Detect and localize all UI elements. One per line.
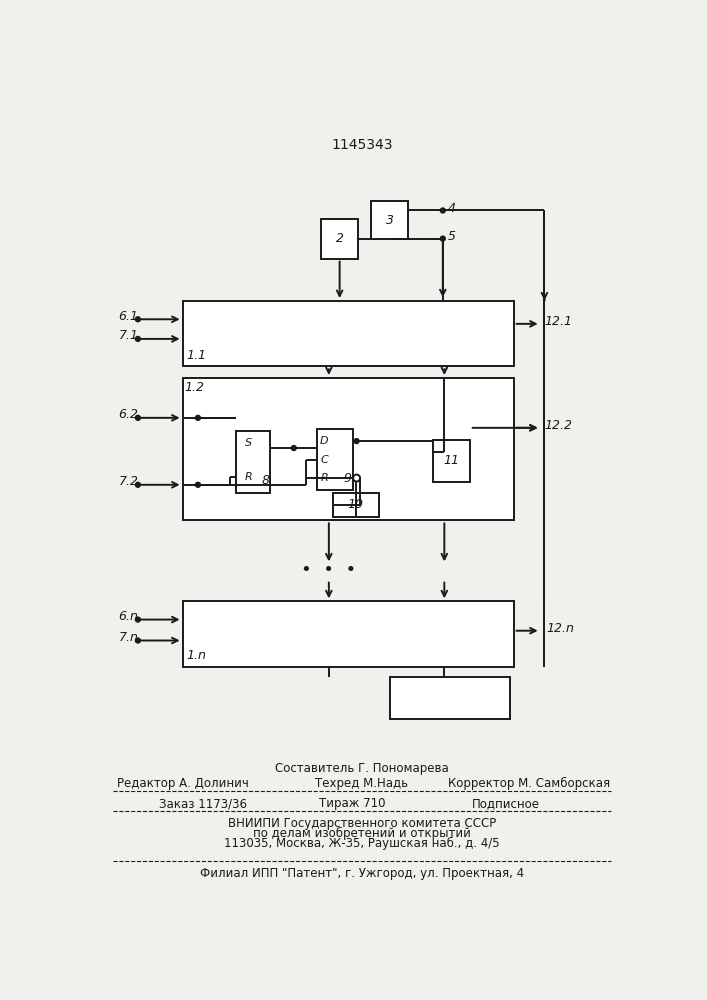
Bar <box>321 219 358 259</box>
Bar <box>317 429 353 490</box>
Text: 8: 8 <box>262 474 269 487</box>
Text: 1.n: 1.n <box>187 649 206 662</box>
Circle shape <box>440 236 445 241</box>
Text: 4: 4 <box>448 202 456 215</box>
Text: 12.1: 12.1 <box>544 315 572 328</box>
Text: Составитель Г. Пономарева: Составитель Г. Пономарева <box>275 762 449 775</box>
Text: D: D <box>320 436 329 446</box>
Circle shape <box>136 317 141 322</box>
Text: 1.1: 1.1 <box>187 349 206 362</box>
Text: по делам изобретений и открытий: по делам изобретений и открытий <box>253 827 471 840</box>
Circle shape <box>136 617 141 622</box>
Text: ВНИИПИ Государственного комитета СССР: ВНИИПИ Государственного комитета СССР <box>228 817 496 830</box>
Text: 5: 5 <box>448 230 456 243</box>
Text: 2: 2 <box>336 232 344 245</box>
Text: 1.2: 1.2 <box>184 381 204 394</box>
Bar <box>182 378 514 520</box>
Text: 7.n: 7.n <box>119 631 139 644</box>
Bar <box>390 677 510 719</box>
Text: Редактор А. Долинич: Редактор А. Долинич <box>117 777 248 790</box>
Text: C: C <box>320 455 328 465</box>
Circle shape <box>136 482 141 487</box>
Text: 10: 10 <box>348 498 364 512</box>
Text: 12.2: 12.2 <box>544 419 572 432</box>
Text: 6.1: 6.1 <box>119 310 139 323</box>
Text: R: R <box>320 473 328 483</box>
Bar <box>333 493 379 517</box>
Text: R: R <box>245 472 252 482</box>
Bar <box>182 601 514 667</box>
Circle shape <box>195 482 200 487</box>
Circle shape <box>136 415 141 420</box>
Text: 9: 9 <box>344 472 351 485</box>
Text: 113035, Москва, Ж-35, Раушская наб., д. 4/5: 113035, Москва, Ж-35, Раушская наб., д. … <box>224 837 500 850</box>
Bar <box>236 431 270 493</box>
Circle shape <box>353 475 360 482</box>
Text: Техред М.Надь: Техред М.Надь <box>315 777 409 790</box>
Bar <box>182 301 514 366</box>
Text: 6.2: 6.2 <box>119 408 139 421</box>
Circle shape <box>291 446 296 450</box>
Text: 1145343: 1145343 <box>331 138 392 152</box>
Text: 3: 3 <box>386 214 394 227</box>
Text: 7.1: 7.1 <box>119 329 139 342</box>
Bar <box>433 440 469 482</box>
Circle shape <box>440 208 445 213</box>
Text: 12.n: 12.n <box>546 622 574 635</box>
Circle shape <box>354 439 359 444</box>
Text: Корректор М. Самборская: Корректор М. Самборская <box>448 777 610 790</box>
Text: Заказ 1173/36: Заказ 1173/36 <box>160 797 247 810</box>
Text: 7.2: 7.2 <box>119 475 139 488</box>
Circle shape <box>136 638 141 643</box>
Circle shape <box>195 415 200 420</box>
Circle shape <box>136 336 141 341</box>
Text: S: S <box>245 438 252 448</box>
Text: Тираж 710: Тираж 710 <box>319 797 385 810</box>
Bar <box>371 201 408 239</box>
Text: 6.n: 6.n <box>119 610 139 623</box>
Text: Филиал ИПП "Патент", г. Ужгород, ул. Проектная, 4: Филиал ИПП "Патент", г. Ужгород, ул. Про… <box>200 867 524 880</box>
Text: •  •  •: • • • <box>301 561 356 579</box>
Text: 11: 11 <box>443 454 460 467</box>
Text: Подписное: Подписное <box>472 797 540 810</box>
